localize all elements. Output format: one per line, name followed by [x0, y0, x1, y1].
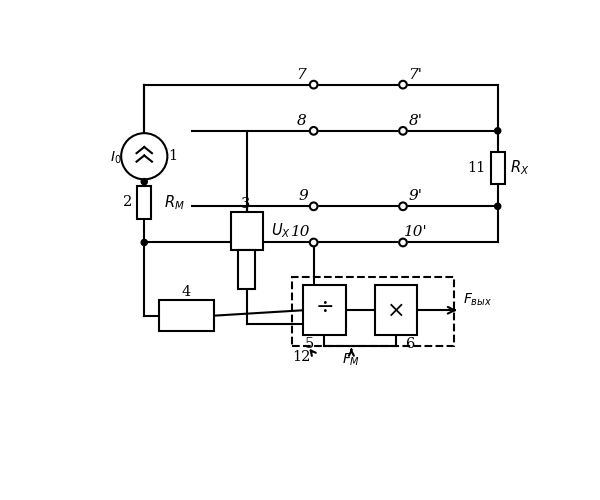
Text: 9': 9': [409, 190, 422, 203]
Circle shape: [494, 128, 501, 134]
Text: 6: 6: [406, 336, 416, 350]
Bar: [303, 285, 346, 336]
Text: 10': 10': [404, 226, 428, 239]
Circle shape: [310, 238, 317, 246]
Text: 3: 3: [241, 197, 250, 211]
Bar: [159, 300, 214, 331]
Circle shape: [399, 127, 407, 134]
Text: $U_X$: $U_X$: [271, 222, 290, 240]
Text: $F_{вых}$: $F_{вых}$: [463, 292, 493, 308]
Bar: [137, 186, 151, 218]
Bar: [375, 285, 417, 336]
Text: 10: 10: [291, 226, 310, 239]
Text: 9: 9: [298, 190, 308, 203]
Text: ÷: ÷: [315, 297, 334, 319]
Circle shape: [399, 81, 407, 88]
Text: 8: 8: [296, 114, 306, 128]
Text: $R_M$: $R_M$: [164, 193, 185, 212]
Bar: [238, 250, 255, 288]
Circle shape: [399, 202, 407, 210]
Text: 11: 11: [467, 161, 485, 175]
Text: 7: 7: [296, 68, 306, 82]
Text: $R_X$: $R_X$: [510, 158, 529, 177]
Bar: [230, 212, 263, 250]
Circle shape: [494, 203, 501, 209]
Bar: [491, 152, 505, 184]
Circle shape: [310, 127, 317, 134]
Text: 7': 7': [409, 68, 422, 82]
Circle shape: [141, 178, 148, 184]
Text: $F_M$: $F_M$: [343, 352, 361, 368]
Text: $I_0$: $I_0$: [110, 150, 122, 166]
Text: 5: 5: [305, 336, 314, 350]
Circle shape: [310, 202, 317, 210]
Circle shape: [121, 133, 167, 180]
Text: 1: 1: [168, 149, 178, 163]
Bar: [292, 277, 454, 346]
Text: 2: 2: [122, 196, 132, 209]
Text: 12: 12: [292, 350, 311, 364]
Circle shape: [310, 81, 317, 88]
Text: ×: ×: [387, 299, 406, 322]
Text: 8': 8': [409, 114, 422, 128]
Circle shape: [399, 238, 407, 246]
Circle shape: [141, 240, 148, 246]
Text: 4: 4: [182, 285, 191, 299]
